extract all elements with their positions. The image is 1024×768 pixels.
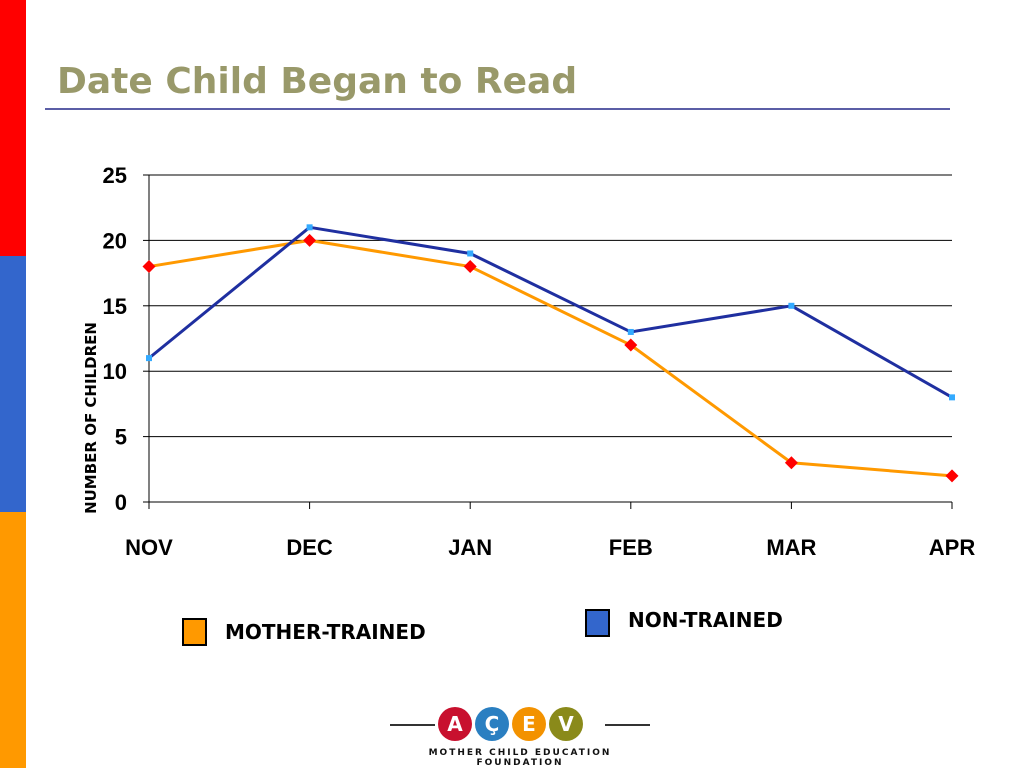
axes <box>143 174 953 509</box>
series-line-mother-trained <box>148 238 953 478</box>
slide-title: Date Child Began to Read <box>57 61 578 102</box>
x-tick-label-jan: JAN <box>448 535 492 560</box>
x-tick-label-nov: NOV <box>125 535 173 560</box>
logo-line-right <box>605 724 650 726</box>
y-tick-label-5: 5 <box>115 425 127 450</box>
series-lines <box>148 225 953 478</box>
x-tick-label-feb: FEB <box>609 535 653 560</box>
y-tick-label-10: 10 <box>103 359 127 384</box>
data-point-non-trained-mar <box>788 302 795 309</box>
logo-circles: A Ç E V <box>438 707 586 741</box>
logo-letter-v: V <box>549 707 583 741</box>
legend-label-non-trained: NON-TRAINED <box>628 608 783 632</box>
tick-labels: 0 5 10 15 20 25 NOV DEC JAN FEB MAR APR <box>103 163 976 560</box>
logo-letter-e: E <box>512 707 546 741</box>
series-markers <box>142 224 959 483</box>
y-axis-label: NUMBER OF CHILDREN <box>82 322 100 514</box>
x-tick-label-mar: MAR <box>766 535 816 560</box>
line-chart: 0 5 10 15 20 25 NOV DEC JAN FEB MAR APR NUMBER OF C… <box>82 163 976 560</box>
y-tick-label-20: 20 <box>103 228 127 253</box>
data-point-mother-trained-feb <box>624 338 638 352</box>
y-tick-label-15: 15 <box>103 294 127 319</box>
legend-item-non-trained: NON-TRAINED <box>585 608 783 637</box>
data-point-mother-trained-dec <box>303 233 317 247</box>
data-point-mother-trained-apr <box>945 469 959 483</box>
data-point-non-trained-nov <box>146 355 152 362</box>
title-underline <box>45 108 950 110</box>
logo-letter-a: A <box>438 707 472 741</box>
side-accent-orange <box>0 512 26 768</box>
logo-caption: MOTHER CHILD EDUCATION FOUNDATION <box>428 748 612 768</box>
logo-line-left <box>390 724 435 726</box>
data-point-non-trained-apr <box>949 394 955 401</box>
legend-item-mother-trained: MOTHER-TRAINED <box>182 618 426 646</box>
legend-label-mother-trained: MOTHER-TRAINED <box>225 620 426 644</box>
data-point-mother-trained-nov <box>142 260 156 274</box>
y-tick-label-0: 0 <box>115 490 127 515</box>
data-point-non-trained-feb <box>627 328 634 335</box>
series-line-non-trained <box>148 225 953 399</box>
legend-swatch-mother-trained <box>182 618 207 646</box>
side-accent-red <box>0 0 26 256</box>
data-point-mother-trained-jan <box>463 260 477 274</box>
legend-swatch-non-trained <box>585 609 610 637</box>
y-tick-label-25: 25 <box>103 163 127 188</box>
data-point-non-trained-dec <box>306 224 313 231</box>
logo-letter-c: Ç <box>475 707 509 741</box>
data-point-mother-trained-mar <box>784 456 798 470</box>
side-accent-blue <box>0 256 26 512</box>
x-tick-label-apr: APR <box>929 535 976 560</box>
data-point-non-trained-jan <box>467 250 474 257</box>
foundation-logo: A Ç E V MOTHER CHILD EDUCATION FOUNDATIO… <box>390 700 650 768</box>
x-tick-label-dec: DEC <box>286 535 333 560</box>
